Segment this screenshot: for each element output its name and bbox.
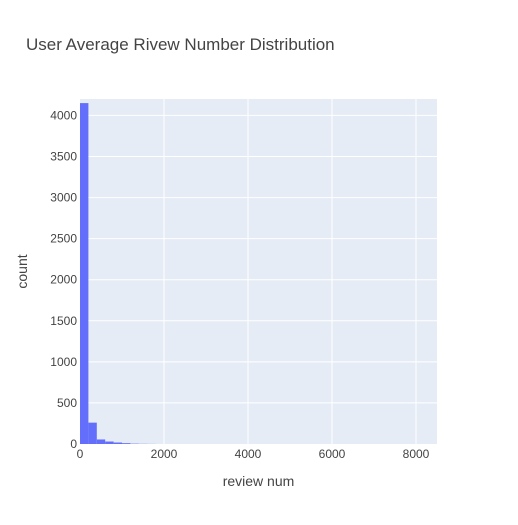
histogram-bar [80, 103, 89, 444]
y-tick-label: 4000 [50, 108, 77, 122]
chart-title: User Average Rivew Number Distribution [26, 35, 335, 54]
x-tick-label: 8000 [403, 447, 430, 461]
bars [80, 103, 156, 444]
histogram-bar [88, 422, 97, 444]
plot-area [80, 99, 437, 444]
y-tick-label: 500 [57, 396, 77, 410]
y-tick-label: 2000 [50, 273, 77, 287]
histogram-bar [113, 442, 122, 444]
x-tick-label: 2000 [151, 447, 178, 461]
y-tick-label: 0 [70, 437, 77, 451]
x-axis-title: review num [223, 473, 295, 489]
x-tick-label: 0 [77, 447, 84, 461]
y-tick-label: 3500 [50, 150, 77, 164]
x-tick-label: 6000 [319, 447, 346, 461]
histogram-bar [96, 439, 106, 444]
histogram-bar [122, 443, 131, 444]
x-tick-labels: 0 2000 4000 6000 8000 [77, 447, 430, 461]
gridlines [80, 99, 437, 444]
y-tick-label: 1000 [50, 355, 77, 369]
y-tick-label: 2500 [50, 232, 77, 246]
x-tick-label: 4000 [235, 447, 262, 461]
y-tick-label: 1500 [50, 314, 77, 328]
y-axis-title: count [14, 254, 30, 288]
y-tick-label: 3000 [50, 191, 77, 205]
histogram-bar [105, 441, 114, 444]
y-tick-labels: 0 500 1000 1500 2000 2500 3000 3500 4000 [50, 108, 77, 451]
